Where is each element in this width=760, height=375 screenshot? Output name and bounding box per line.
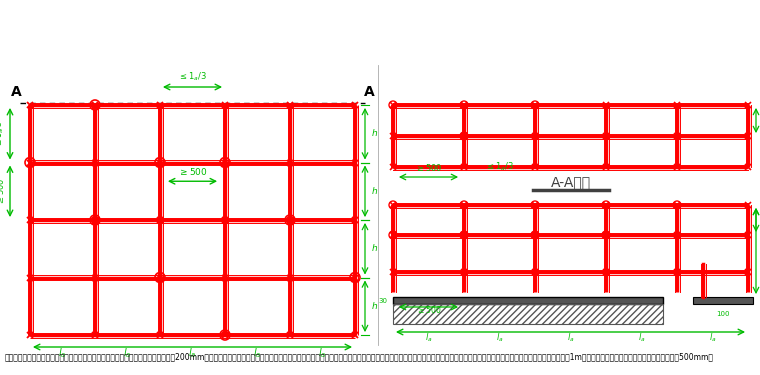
Text: $\leq1_a/3$: $\leq1_a/3$	[0, 120, 6, 147]
Text: h: h	[372, 302, 378, 311]
Text: $l_a$: $l_a$	[59, 346, 67, 360]
Text: $l_a$: $l_a$	[253, 346, 261, 360]
Text: $l_a$: $l_a$	[638, 332, 645, 344]
Bar	[393, 297, 663, 304]
Text: $\leq1_a/3$: $\leq1_a/3$	[485, 160, 514, 173]
Text: $l_a$: $l_a$	[318, 346, 327, 360]
Text: h: h	[372, 244, 378, 253]
Text: h: h	[372, 187, 378, 196]
Text: $l_a$: $l_a$	[425, 332, 432, 344]
Text: $\geq500$: $\geq500$	[415, 162, 442, 173]
Text: $\geq500$: $\geq500$	[0, 177, 6, 205]
Text: $\geq500$: $\geq500$	[178, 166, 207, 177]
Text: A: A	[11, 85, 21, 99]
Text: $l_a$: $l_a$	[496, 332, 503, 344]
Text: 脟手架必须设置纵横向扫地杆。纵向扫地杆应采用直角扣件固定在距底座上皮不大于200mm处的立杆上，横向扫地杆应采用直角扣件固定在紧靠纵向扫地杆下方的立杆上。当立杆: 脟手架必须设置纵横向扫地杆。纵向扫地杆应采用直角扣件固定在距底座上皮不大于200…	[5, 352, 714, 362]
Text: $l_a$: $l_a$	[188, 346, 197, 360]
Text: 30: 30	[378, 298, 387, 304]
Bar	[393, 304, 663, 324]
Text: 100: 100	[716, 311, 730, 317]
Bar	[693, 297, 753, 304]
Text: $l_a$: $l_a$	[567, 332, 575, 344]
Text: h: h	[372, 129, 378, 138]
Text: $\leq1_a/3$: $\leq1_a/3$	[178, 70, 207, 83]
Text: $l_a$: $l_a$	[709, 332, 716, 344]
Text: $l_a$: $l_a$	[123, 346, 131, 360]
Text: $\geq500$: $\geq500$	[416, 304, 442, 315]
Text: A: A	[363, 85, 375, 99]
Text: A-A剖面: A-A剖面	[550, 175, 591, 189]
